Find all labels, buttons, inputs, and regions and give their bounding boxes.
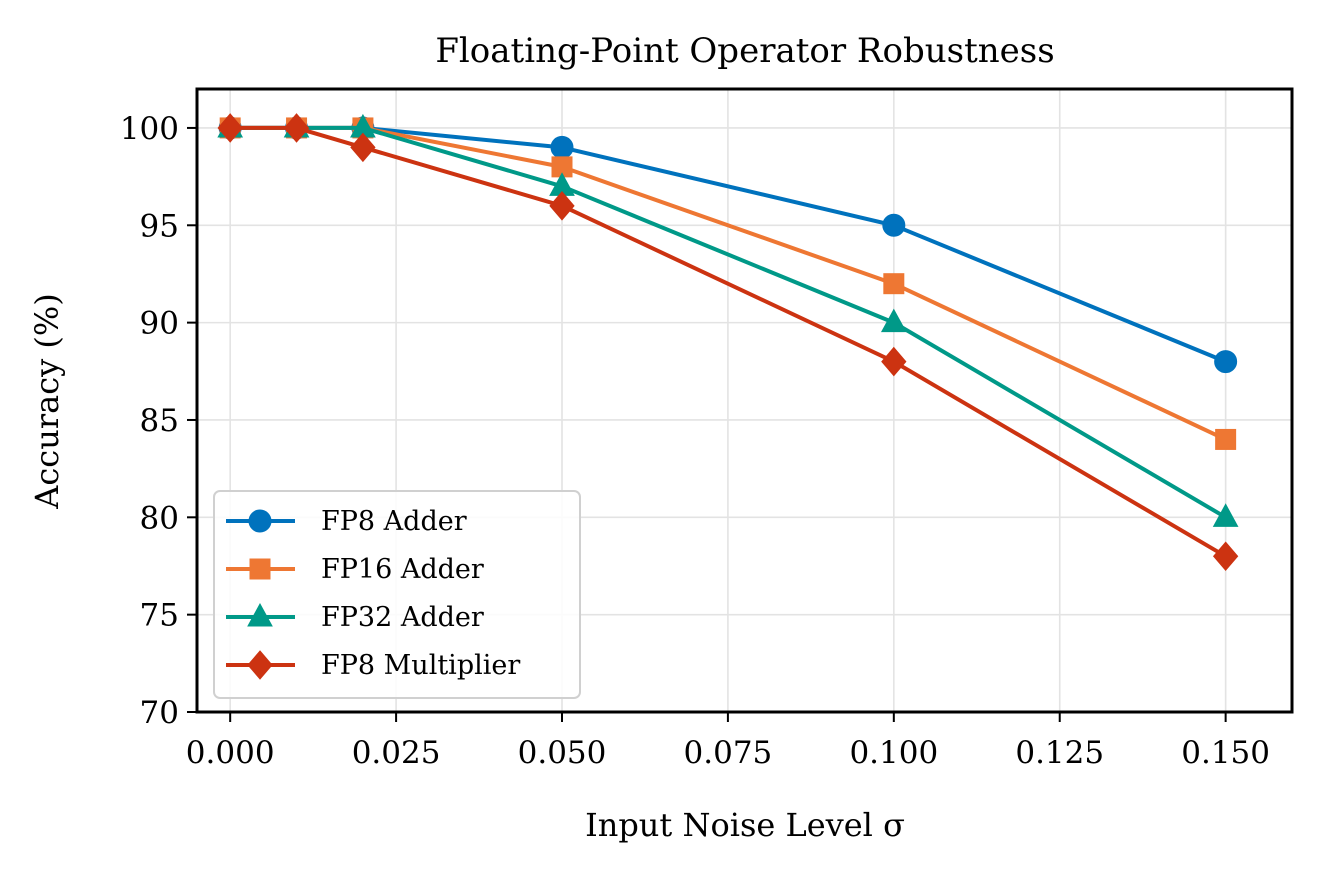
data-point-fp8-multiplier	[881, 346, 907, 377]
legend-label: FP16 Adder	[321, 554, 484, 585]
data-point-fp32-adder	[880, 308, 907, 333]
x-tick-label: 0.025	[352, 735, 441, 771]
y-tick-label: 75	[140, 598, 179, 634]
y-tick-label: 80	[140, 500, 179, 536]
y-tick-label: 90	[140, 306, 179, 342]
x-tick-label: 0.050	[518, 735, 607, 771]
legend-marker	[249, 558, 271, 580]
x-tick-label: 0.000	[186, 735, 275, 771]
legend-marker	[248, 509, 272, 533]
legend-item-fp16-adder: FP16 Adder	[226, 554, 484, 585]
x-tick-label: 0.100	[849, 735, 938, 771]
series-group	[217, 113, 1239, 572]
y-axis-label: Accuracy (%)	[28, 293, 66, 509]
series-fp8-multiplier	[217, 113, 1239, 572]
x-tick-label: 0.150	[1181, 735, 1270, 771]
plot-frame	[195, 87, 1294, 714]
chart-title: Floating-Point Operator Robustness	[435, 31, 1054, 71]
legend-item-fp32-adder: FP32 Adder	[226, 602, 484, 633]
data-point-fp16-adder	[883, 273, 905, 295]
axis-ticks: 0.000 0.025 0.050 0.075 0.100 0.125 0.150 70 75 8…	[120, 111, 1270, 771]
data-point-fp8-multiplier	[1212, 541, 1239, 572]
data-point-fp32-adder	[1212, 503, 1239, 527]
data-point-fp8-adder	[1214, 350, 1238, 374]
data-point-fp8-multiplier	[549, 191, 575, 221]
legend-box	[213, 490, 581, 699]
x-axis-label: Input Noise Level σ	[585, 806, 905, 844]
grid	[197, 89, 1292, 713]
y-tick-label: 85	[140, 403, 179, 439]
x-tick-label: 0.075	[684, 735, 773, 771]
legend: FP8 Adder FP16 Adder FP32 Adder FP8 Multipl…	[213, 490, 581, 699]
data-point-fp8-multiplier	[283, 113, 310, 143]
legend-marker	[247, 602, 273, 627]
legend-marker	[247, 650, 273, 680]
legend-item-fp8-multiplier: FP8 Multiplier	[226, 650, 520, 681]
y-tick-label: 100	[120, 111, 179, 147]
legend-label: FP8 Adder	[321, 506, 467, 537]
data-point-fp8-multiplier	[217, 113, 243, 143]
x-tick-label: 0.125	[1015, 735, 1104, 771]
legend-label: FP32 Adder	[321, 602, 484, 633]
y-tick-label: 70	[140, 695, 179, 731]
legend-item-fp8-adder: FP8 Adder	[226, 506, 467, 537]
data-point-fp8-multiplier	[350, 132, 376, 163]
legend-label: FP8 Multiplier	[321, 650, 520, 681]
y-tick-label: 95	[140, 208, 179, 244]
data-point-fp8-adder	[550, 135, 574, 159]
data-point-fp8-adder	[882, 213, 906, 237]
data-point-fp16-adder	[1215, 428, 1237, 450]
